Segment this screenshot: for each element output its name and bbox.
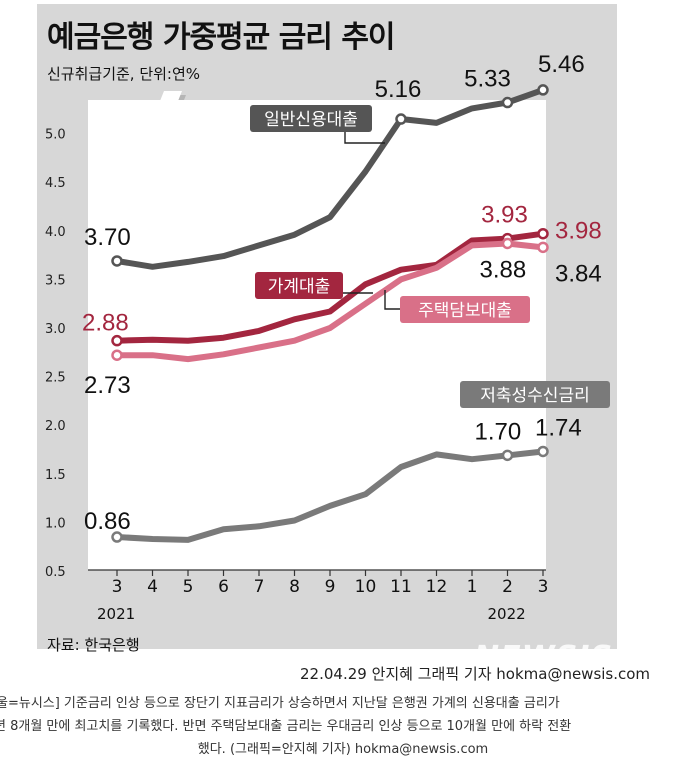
watermark-logo: NEWSIS: [474, 640, 614, 675]
data-point-marker: [537, 445, 549, 458]
data-point-marker: [395, 113, 407, 125]
x-tick-label: 3: [112, 577, 123, 597]
y-tick-label: 0.5: [45, 565, 66, 580]
y-axis: 0.5 1.0 1.5 2.0 2.5 3.0 3.5 4.0 4.5 5.0: [45, 128, 66, 580]
series-저축성수신금리: [111, 445, 549, 543]
tag-label: 주택담보대출: [418, 301, 512, 321]
y-tick-label: 1.0: [45, 516, 66, 531]
data-label: 2.73: [84, 372, 131, 399]
caption: 울=뉴시스] 기준금리 인상 등으로 장단기 지표금리가 상승하면서 지난달 은…: [0, 692, 686, 761]
page-title: 예금은행 가중평균 금리 추이: [47, 20, 396, 55]
x-tick-label: 2: [502, 577, 513, 597]
y-tick-label: 5.0: [45, 128, 66, 143]
caption-line: 년 8개월 만에 최고치를 기록했다. 반면 주택담보대출 금리는 우대금리 인…: [0, 719, 572, 734]
x-tick-label: 11: [390, 577, 412, 597]
caption-line: 울=뉴시스] 기준금리 인상 등으로 장단기 지표금리가 상승하면서 지난달 은…: [0, 696, 560, 711]
tag-box: [400, 296, 530, 323]
y-tick-label: 1.5: [45, 468, 66, 483]
data-label: 5.46: [538, 51, 585, 78]
data-point-marker: [111, 531, 123, 543]
source-note: 자료: 한국은행: [47, 636, 140, 654]
x-tick-label: 5: [183, 577, 194, 597]
series-tag-일반신용대출: 일반신용대출: [250, 105, 385, 144]
tag-box: [255, 272, 343, 299]
x-tick-label: 3: [538, 577, 549, 597]
x-tick-label: 10: [355, 577, 377, 597]
y-tick-label: 2.5: [45, 371, 66, 386]
data-point-marker: [501, 237, 514, 250]
series-line: [114, 448, 546, 543]
x-tick-label: 4: [147, 577, 158, 597]
tag-leader-line: [344, 132, 385, 144]
credit-line: 22.04.29 안지혜 그래픽 기자 hokma@newsis.com: [300, 665, 651, 683]
x-tick-label: 1: [467, 577, 478, 597]
data-point-marker: [111, 255, 123, 267]
series-line: [114, 240, 546, 363]
data-labels: 3.70 5.16 5.33 5.46 2.88 3.93 3.98 2.73 3.88 3.84…: [82, 51, 602, 535]
series-line: [114, 230, 546, 344]
y-tick-label: 4.5: [45, 176, 66, 191]
data-point-marker: [111, 334, 123, 347]
tag-label: 가계대출: [268, 277, 331, 297]
data-point-marker: [537, 241, 549, 254]
data-label: 0.86: [84, 508, 131, 535]
x-tick-label: 6: [218, 577, 229, 597]
data-label: 3.88: [480, 256, 527, 283]
data-label: 5.16: [375, 76, 422, 103]
series-tag-주택담보대출: 주택담보대출: [384, 290, 530, 323]
data-label: 5.33: [464, 66, 511, 93]
data-point-marker: [111, 349, 123, 361]
data-point-marker: [537, 84, 549, 96]
y-tick-label: 4.0: [45, 225, 66, 240]
chart-subtitle: 신규취급기준, 단위:연%: [47, 65, 201, 83]
year-label: 2021: [97, 605, 135, 623]
data-label: 2.88: [82, 310, 129, 337]
data-label: 1.74: [535, 414, 582, 441]
series-line: [114, 86, 546, 270]
tag-label: 일반신용대출: [264, 110, 358, 130]
data-label: 1.70: [475, 418, 522, 445]
tag-box: [250, 105, 372, 132]
data-point-marker: [501, 96, 514, 109]
series-주택담보대출: [111, 237, 549, 363]
tag-label: 저축성수신금리: [480, 386, 589, 406]
x-tick-label: 8: [289, 577, 300, 597]
data-label: 3.84: [555, 260, 602, 287]
y-tick-label: 3.0: [45, 322, 66, 337]
series-일반신용대출: [111, 84, 549, 270]
series-tag-가계대출: 가계대출: [255, 272, 373, 299]
tag-box: [460, 381, 610, 408]
series-가계대출: [111, 227, 549, 347]
data-label: 3.93: [481, 202, 528, 229]
tag-leader-line: [384, 290, 400, 310]
data-point-marker: [537, 227, 549, 240]
x-tick-label: 7: [254, 577, 265, 597]
y-tick-label: 3.5: [45, 273, 66, 288]
y-tick-label: 2.0: [45, 419, 66, 434]
series-tag-저축성수신금리: 저축성수신금리: [460, 381, 610, 408]
x-tick-label: 12: [426, 577, 448, 597]
year-label: 2022: [488, 605, 526, 623]
caption-line: 했다. (그래픽=안지혜 기자) hokma@newsis.com: [197, 742, 489, 757]
x-tick-label: 9: [325, 577, 336, 597]
series-layer: [111, 84, 549, 543]
data-point-marker: [501, 449, 514, 462]
data-label: 3.98: [555, 218, 602, 245]
data-label: 3.70: [84, 224, 131, 251]
